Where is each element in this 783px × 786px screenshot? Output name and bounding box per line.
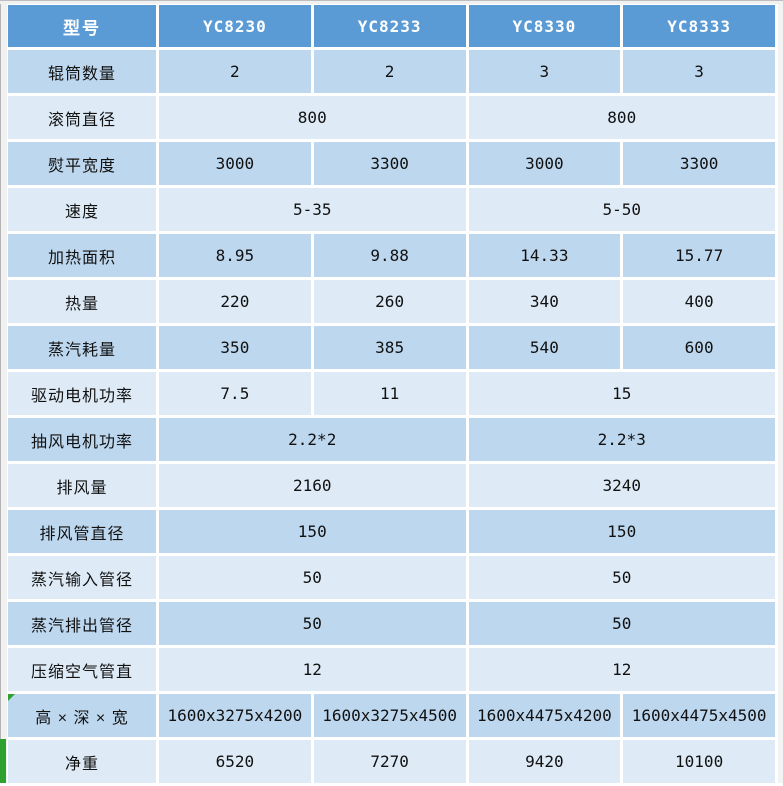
spec-cell: 50 xyxy=(468,556,775,599)
sheet-right-margin xyxy=(778,4,783,783)
table-row: 排风量 2160 3240 xyxy=(8,464,775,507)
model-header: YC8333 xyxy=(623,5,775,47)
spec-row-label: 热量 xyxy=(8,280,156,323)
spec-cell: 1600x4475x4200 xyxy=(468,694,621,737)
spec-cell: 5-50 xyxy=(468,188,775,231)
model-header: YC8233 xyxy=(313,5,466,47)
spec-cell: 150 xyxy=(159,510,466,553)
model-header: YC8230 xyxy=(159,5,311,47)
spec-cell: 3000 xyxy=(468,142,621,185)
table-row: 辊筒数量 2 2 3 3 xyxy=(8,50,775,93)
spec-cell: 1600x4475x4500 xyxy=(623,694,775,737)
spec-cell: 350 xyxy=(159,326,311,369)
spec-table-body: 辊筒数量 2 2 3 3 滚筒直径 800 800 熨平宽度 3000 3300 3000 3300 速度… xyxy=(8,50,775,783)
table-row: 蒸汽耗量 350 385 540 600 xyxy=(8,326,775,369)
spec-cell: 3240 xyxy=(468,464,775,507)
spec-cell: 1600x3275x4500 xyxy=(313,694,466,737)
spec-cell: 3300 xyxy=(313,142,466,185)
spec-cell: 15.77 xyxy=(623,234,775,277)
spec-row-label: 速度 xyxy=(8,188,156,231)
spec-cell: 385 xyxy=(313,326,466,369)
model-header: YC8330 xyxy=(468,5,621,47)
table-row: 滚筒直径 800 800 xyxy=(8,96,775,139)
spec-cell: 800 xyxy=(159,96,466,139)
table-row: 净重 6520 7270 9420 10100 xyxy=(8,740,775,783)
spec-cell: 11 xyxy=(313,372,466,415)
spec-row-label: 抽风电机功率 xyxy=(8,418,156,461)
table-row: 高 × 深 × 宽 1600x3275x4200 1600x3275x4500 160… xyxy=(8,694,775,737)
spec-cell: 3 xyxy=(468,50,621,93)
header-row: 型号 YC8230 YC8233 YC8330 YC8333 xyxy=(8,5,775,47)
spec-cell: 3 xyxy=(623,50,775,93)
spec-cell: 12 xyxy=(159,648,466,691)
spec-table: 型号 YC8230 YC8233 YC8330 YC8333 辊筒数量 2 2 3 3 滚筒直径… xyxy=(5,2,778,786)
spec-cell: 260 xyxy=(313,280,466,323)
table-row: 熨平宽度 3000 3300 3000 3300 xyxy=(8,142,775,185)
sheet-left-margin xyxy=(0,4,7,783)
spec-cell: 15 xyxy=(468,372,775,415)
table-row: 抽风电机功率 2.2*2 2.2*3 xyxy=(8,418,775,461)
spec-row-label: 熨平宽度 xyxy=(8,142,156,185)
spec-row-label: 滚筒直径 xyxy=(8,96,156,139)
cell-corner-marker-icon xyxy=(8,694,15,701)
spec-row-label: 蒸汽排出管径 xyxy=(8,602,156,645)
spec-cell: 150 xyxy=(468,510,775,553)
spec-cell: 12 xyxy=(468,648,775,691)
spec-cell: 540 xyxy=(468,326,621,369)
spec-cell: 8.95 xyxy=(159,234,311,277)
spec-cell: 9.88 xyxy=(313,234,466,277)
spec-cell: 2.2*2 xyxy=(159,418,466,461)
spec-cell: 5-35 xyxy=(159,188,466,231)
spec-row-label: 辊筒数量 xyxy=(8,50,156,93)
spec-cell: 14.33 xyxy=(468,234,621,277)
spec-cell: 50 xyxy=(159,602,466,645)
spec-cell: 3000 xyxy=(159,142,311,185)
spec-row-label: 驱动电机功率 xyxy=(8,372,156,415)
spec-cell: 2 xyxy=(313,50,466,93)
spec-row-label: 蒸汽输入管径 xyxy=(8,556,156,599)
spec-cell: 50 xyxy=(159,556,466,599)
spec-cell: 7.5 xyxy=(159,372,311,415)
spec-cell: 600 xyxy=(623,326,775,369)
spec-row-label: 高 × 深 × 宽 xyxy=(8,694,156,737)
spec-cell: 340 xyxy=(468,280,621,323)
sheet-top-margin xyxy=(0,0,783,4)
spec-cell: 2160 xyxy=(159,464,466,507)
table-row: 驱动电机功率 7.5 11 15 xyxy=(8,372,775,415)
spec-cell: 2 xyxy=(159,50,311,93)
spec-cell: 800 xyxy=(468,96,775,139)
spec-row-label: 蒸汽耗量 xyxy=(8,326,156,369)
table-row: 蒸汽排出管径 50 50 xyxy=(8,602,775,645)
left-edge-green-strip xyxy=(0,739,6,783)
spec-cell: 50 xyxy=(468,602,775,645)
table-row: 压缩空气管直 12 12 xyxy=(8,648,775,691)
table-row: 蒸汽输入管径 50 50 xyxy=(8,556,775,599)
spec-cell: 220 xyxy=(159,280,311,323)
table-row: 热量 220 260 340 400 xyxy=(8,280,775,323)
spec-cell: 2.2*3 xyxy=(468,418,775,461)
table-row: 加热面积 8.95 9.88 14.33 15.77 xyxy=(8,234,775,277)
table-row: 速度 5-35 5-50 xyxy=(8,188,775,231)
spec-cell: 3300 xyxy=(623,142,775,185)
spec-row-label: 排风管直径 xyxy=(8,510,156,553)
spec-row-label: 排风量 xyxy=(8,464,156,507)
spec-cell: 9420 xyxy=(468,740,621,783)
table-row: 排风管直径 150 150 xyxy=(8,510,775,553)
spec-row-label: 加热面积 xyxy=(8,234,156,277)
model-column-header: 型号 xyxy=(8,5,156,47)
spec-cell: 400 xyxy=(623,280,775,323)
spec-row-label: 净重 xyxy=(8,740,156,783)
spec-cell: 7270 xyxy=(313,740,466,783)
spec-cell: 1600x3275x4200 xyxy=(159,694,311,737)
spec-row-label: 压缩空气管直 xyxy=(8,648,156,691)
spec-cell: 6520 xyxy=(159,740,311,783)
spec-cell: 10100 xyxy=(623,740,775,783)
